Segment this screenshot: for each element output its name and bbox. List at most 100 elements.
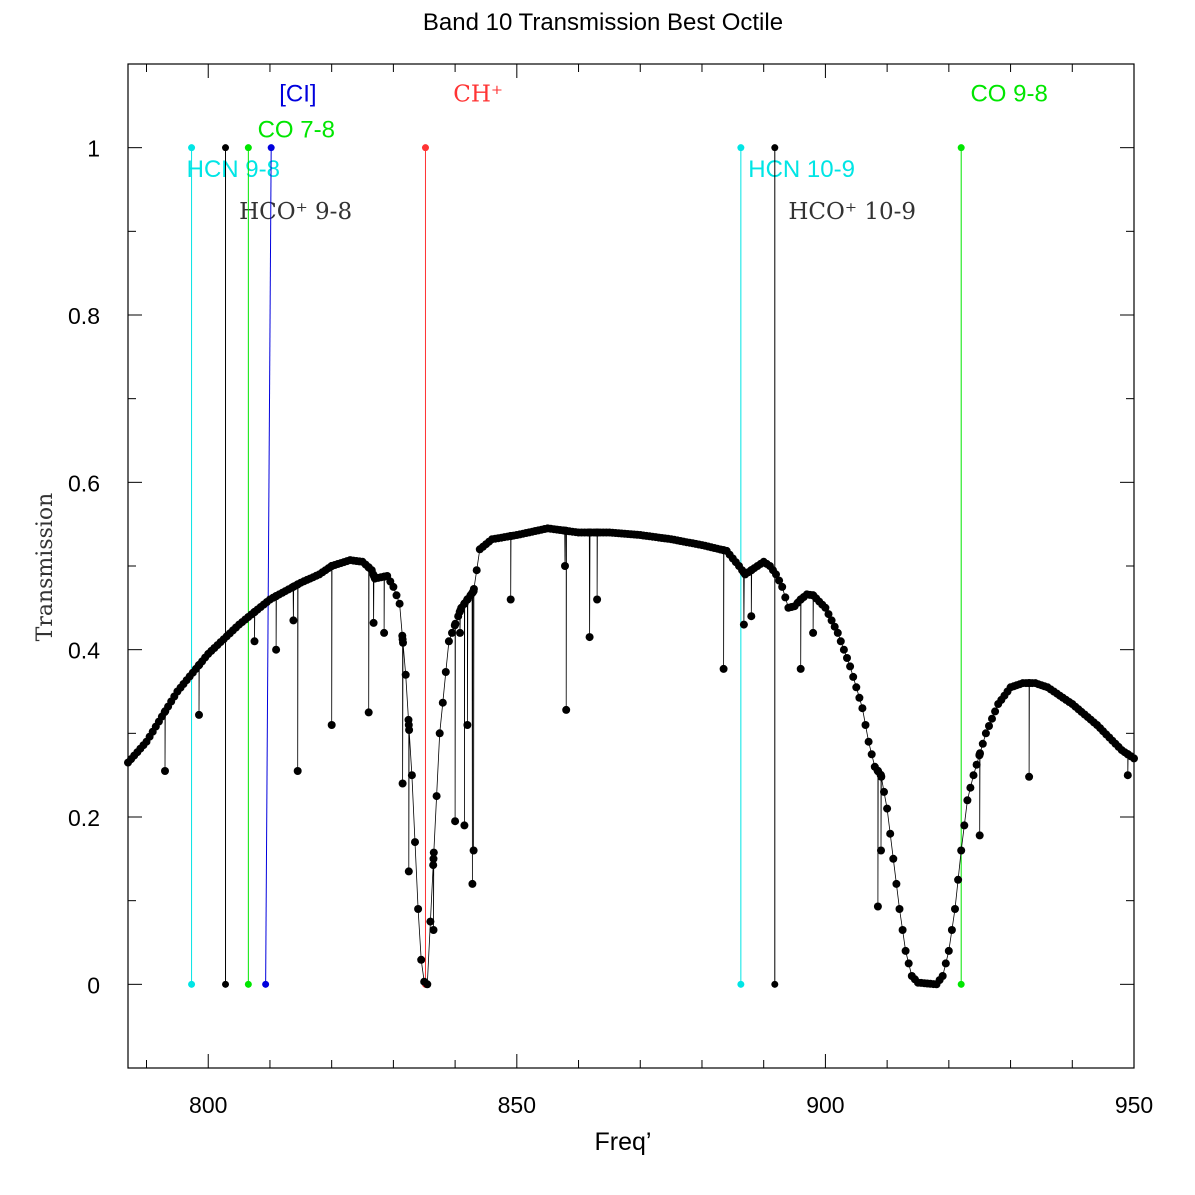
data-point: [904, 959, 913, 968]
data-point: [429, 926, 438, 934]
data-point: [429, 861, 438, 870]
data-point: [392, 591, 401, 600]
data-point: [593, 595, 602, 604]
line-marker-top-dot: [421, 144, 429, 152]
y-tick-label: 0.6: [68, 470, 100, 496]
data-point: [747, 612, 756, 621]
data-point: [975, 831, 984, 840]
data-point: [976, 749, 984, 758]
data-point: [833, 628, 842, 637]
data-point: [972, 760, 981, 769]
data-point: [289, 616, 298, 625]
data-point: [250, 637, 259, 646]
data-point: [963, 796, 972, 805]
data-point: [775, 576, 784, 585]
line-marker-label: CO 9-8: [970, 81, 1047, 108]
data-point: [898, 926, 907, 934]
data-point: [438, 698, 447, 707]
line-marker-bottom-dot: [737, 980, 745, 988]
data-point: [796, 664, 805, 673]
data-point: [941, 959, 950, 968]
data-point: [444, 637, 453, 646]
data-point: [195, 710, 203, 719]
data-point: [858, 704, 867, 713]
data-point: [456, 628, 464, 637]
x-tick-label: 800: [189, 1092, 227, 1118]
line-marker-label: HCN 10-9: [748, 156, 855, 183]
y-tick-label: 0.8: [68, 303, 100, 329]
data-point: [161, 767, 169, 775]
data-point: [739, 620, 748, 629]
data-point: [380, 628, 389, 637]
y-tick-label: 0.2: [68, 805, 100, 831]
data-point: [951, 905, 959, 913]
data-point: [561, 562, 569, 570]
line-marker-label: HCO⁺ 10-9: [788, 199, 916, 225]
data-point: [892, 879, 901, 888]
data-point: [414, 905, 423, 913]
spectral-line-markers: HCN 9-8 HCO⁺ 9-8 CO 7-8 [CI] CH⁺ HCN 10-9 HCO⁺…: [187, 81, 1048, 988]
data-point: [855, 693, 864, 702]
y-tick-label: 0.4: [68, 638, 100, 664]
data-point: [877, 772, 886, 781]
data-point: [451, 619, 460, 628]
data-point: [772, 570, 780, 579]
data-point: [781, 593, 790, 602]
data-point: [978, 739, 987, 748]
x-tick-label: 950: [1115, 1092, 1153, 1118]
data-point: [960, 821, 969, 830]
line-marker-top-dot: [957, 144, 965, 152]
line-marker-top-dot: [771, 144, 779, 152]
data-point: [969, 771, 978, 780]
data-point: [886, 829, 895, 838]
data-point: [719, 664, 728, 673]
line-marker-top-dot: [188, 144, 196, 152]
data-point: [469, 585, 478, 593]
data-point: [966, 783, 975, 792]
line-marker-label: [CI]: [279, 81, 316, 108]
line-marker-label: CH⁺: [453, 82, 503, 108]
data-point: [432, 792, 441, 801]
axis-ticks: 800 850 900 950 0 0.2 0.4 0.6 0.8 1: [68, 63, 1153, 1118]
data-point: [867, 750, 876, 759]
line-marker-top-dot: [267, 144, 275, 152]
line-marker-bottom-dot: [771, 980, 779, 988]
data-point: [562, 705, 571, 714]
data-point: [880, 787, 888, 796]
chart-title: Band 10 Transmission Best Octile: [423, 9, 783, 36]
data-point: [852, 683, 861, 692]
data-point: [861, 721, 870, 729]
data-point: [944, 946, 953, 955]
data-point: [985, 722, 993, 730]
data-point: [864, 737, 873, 746]
data-point: [398, 779, 407, 788]
data-point: [395, 599, 404, 608]
data-point: [895, 905, 904, 913]
data-point: [327, 721, 336, 729]
data-point: [441, 668, 450, 676]
data-point: [1025, 772, 1034, 781]
data-point: [877, 846, 885, 855]
data-point: [954, 875, 963, 884]
data-point: [981, 729, 990, 738]
line-marker-bottom-dot: [244, 980, 252, 988]
data-point: [836, 637, 845, 646]
data-point: [411, 838, 419, 847]
data-point: [460, 821, 469, 830]
data-point: [506, 595, 515, 604]
data-point: [272, 645, 281, 654]
data-point: [463, 721, 472, 729]
data-point: [901, 946, 910, 955]
data-point: [1123, 771, 1132, 780]
data-point: [423, 980, 432, 989]
data-point: [293, 767, 302, 775]
line-marker-label: HCN 9-8: [187, 156, 280, 183]
data-point: [399, 638, 407, 647]
line-marker-top-dot: [737, 144, 745, 152]
line-marker: [265, 147, 272, 985]
data-point: [429, 854, 438, 863]
line-marker-bottom-dot: [262, 980, 270, 988]
data-point: [451, 817, 460, 826]
data-point: [849, 672, 858, 681]
line-marker-bottom-dot: [188, 980, 196, 988]
